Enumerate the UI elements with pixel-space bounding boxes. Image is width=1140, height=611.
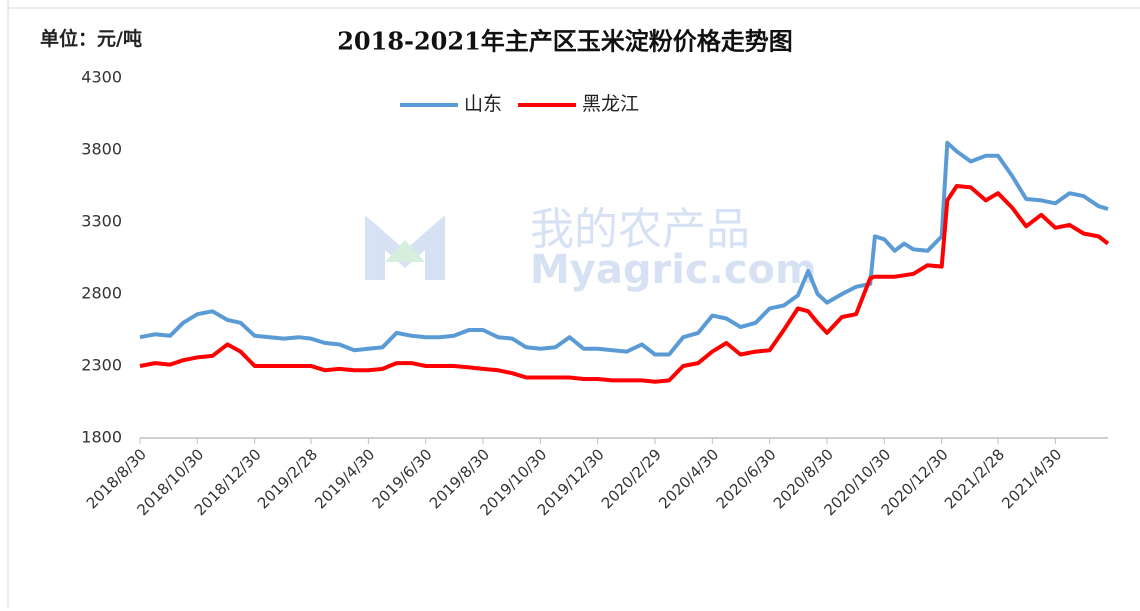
x-tick-label: 2020/4/30 xyxy=(655,445,722,512)
x-tick-label: 2021/2/28 xyxy=(941,445,1008,512)
x-tick-label: 2020/2/29 xyxy=(598,445,665,512)
x-tick-label: 2019/2/28 xyxy=(254,445,321,512)
watermark-text: Myagric.com xyxy=(530,247,817,293)
watermark: 我的农产品 Myagric.com xyxy=(365,204,817,293)
x-tick-label: 2019/6/30 xyxy=(369,445,436,512)
watermark-text: 我的农产品 xyxy=(530,204,750,255)
y-tick-label: 2300 xyxy=(81,356,122,375)
legend-label: 黑龙江 xyxy=(582,93,639,115)
series-line xyxy=(139,140,1109,357)
x-tick-label: 2021/4/30 xyxy=(998,445,1065,512)
y-tick-label: 3300 xyxy=(81,212,122,231)
y-tick-label: 1800 xyxy=(81,428,122,447)
x-tick-label: 2019/4/30 xyxy=(311,445,378,512)
x-tick-label: 2020/6/30 xyxy=(713,445,780,512)
y-unit-label: 单位：元/吨 xyxy=(40,27,142,50)
series-line xyxy=(139,184,1110,384)
y-tick-label: 2800 xyxy=(81,284,122,303)
chart-title: 2018-2021年主产区玉米淀粉价格走势图 xyxy=(337,27,793,56)
y-tick-label: 3800 xyxy=(81,140,122,159)
y-tick-label: 4300 xyxy=(81,68,122,87)
legend-label: 山东 xyxy=(464,93,502,115)
